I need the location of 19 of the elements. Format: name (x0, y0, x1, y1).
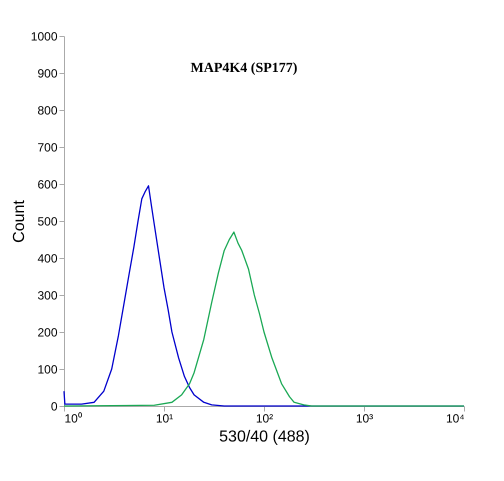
y-tick-label: 0 (50, 400, 58, 414)
y-tick-label: 900 (37, 66, 58, 80)
y-tick-label: 300 (37, 288, 58, 302)
y-tick-label: 400 (37, 252, 58, 266)
y-tick-label: 800 (37, 104, 58, 118)
y-tick-label: 500 (37, 214, 58, 228)
y-tick-label: 200 (37, 326, 58, 340)
y-tick-label: 100 (37, 362, 58, 376)
x-tick-label: 10⁰ (64, 412, 82, 426)
x-tick-label: 10¹ (156, 412, 174, 426)
y-tick-label: 1000 (30, 30, 58, 44)
y-tick-label: 600 (37, 178, 58, 192)
y-tick-label: 700 (37, 140, 58, 154)
x-tick-label: 10³ (356, 412, 374, 426)
x-tick-label: 10² (256, 412, 274, 426)
x-axis-title: 530/40 (488) (219, 428, 310, 446)
x-tick-label: 10⁴ (446, 412, 464, 426)
y-axis-title: Count (10, 200, 28, 243)
text: MAP4K4 (SP177) (190, 61, 298, 76)
